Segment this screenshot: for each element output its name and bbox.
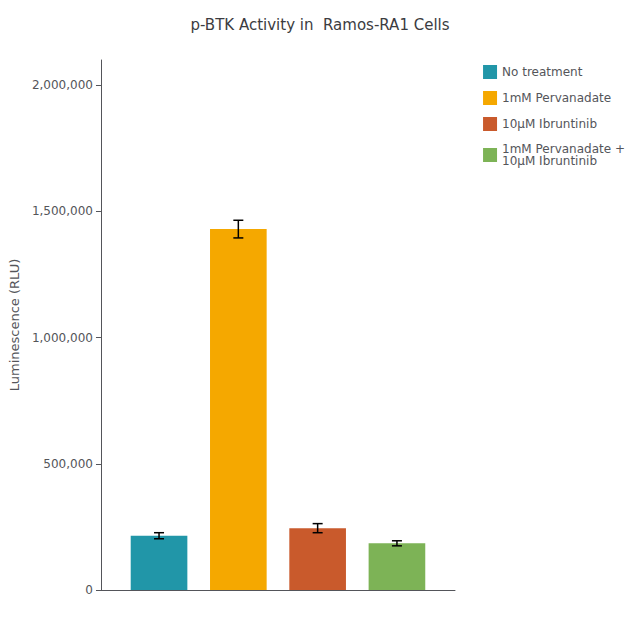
svg-text:No treatment: No treatment xyxy=(502,65,583,79)
svg-text:2,000,000: 2,000,000 xyxy=(32,78,93,92)
svg-text:0: 0 xyxy=(85,583,93,597)
svg-text:1,500,000: 1,500,000 xyxy=(32,204,93,218)
svg-text:p-BTK Activity in Ramos-RA1 C: p-BTK Activity in Ramos-RA1 Cells xyxy=(190,16,449,34)
svg-text:1,000,000: 1,000,000 xyxy=(32,331,93,345)
svg-text:10μM Ibruntinib: 10μM Ibruntinib xyxy=(502,154,597,168)
svg-text:10μM Ibruntinib: 10μM Ibruntinib xyxy=(502,117,597,131)
svg-text:500,000: 500,000 xyxy=(43,457,93,471)
svg-text:Luminescence (RLU): Luminescence (RLU) xyxy=(7,259,22,392)
svg-text:1mM Pervanadate +: 1mM Pervanadate + xyxy=(502,142,625,156)
svg-text:1mM Pervanadate: 1mM Pervanadate xyxy=(502,91,611,105)
